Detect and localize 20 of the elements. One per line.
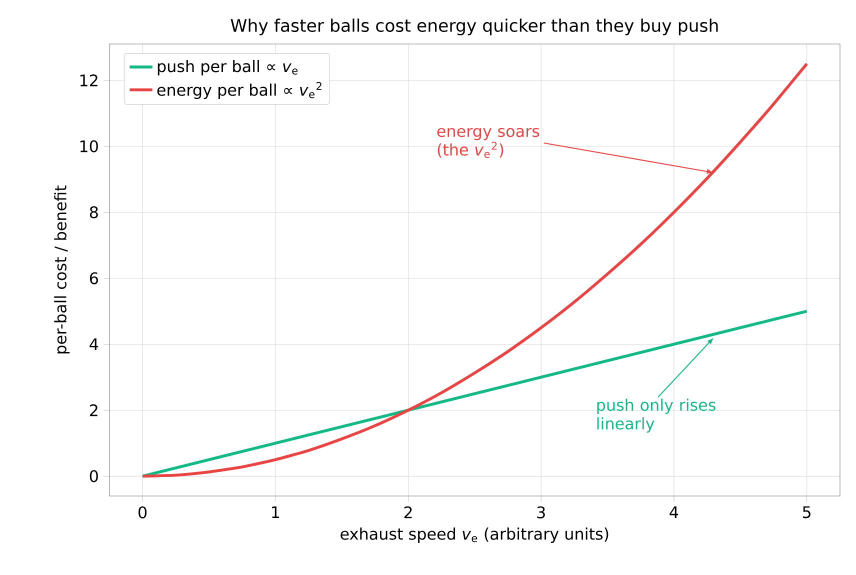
x-tick-label: 5 [802,506,810,518]
annotation: energy soars (the v$_{e}$$^{2}$) [437,128,540,158]
y-axis-title: per-ball cost / benefit [54,186,70,354]
x-tick-label: 1 [272,506,279,518]
x-tick-label: 2 [404,506,412,518]
legend-label: push per ball ∝ v$_{e}$ [158,60,298,76]
legend-label: energy per ball ∝ v$_{e}$2 [157,82,322,100]
y-tick-label: 4 [90,338,98,350]
x-axis-title: exhaust speed v$_{e}$ (arbitrary units) [340,528,608,544]
chart-title: Why faster balls cost energy quicker than they buy push [230,18,718,36]
annotation: push only rises linearly [597,398,716,433]
y-tick-label: 0 [90,470,98,482]
x-tick-label: 0 [138,506,147,519]
x-tick-label: 3 [537,506,545,519]
y-tick-label: 8 [90,206,98,218]
y-tick-label: 10 [80,140,98,152]
y-tick-label: 2 [90,404,98,416]
y-tick-label: 6 [90,272,98,284]
x-tick-label: 4 [670,506,678,518]
y-tick-label: 12 [80,74,98,86]
